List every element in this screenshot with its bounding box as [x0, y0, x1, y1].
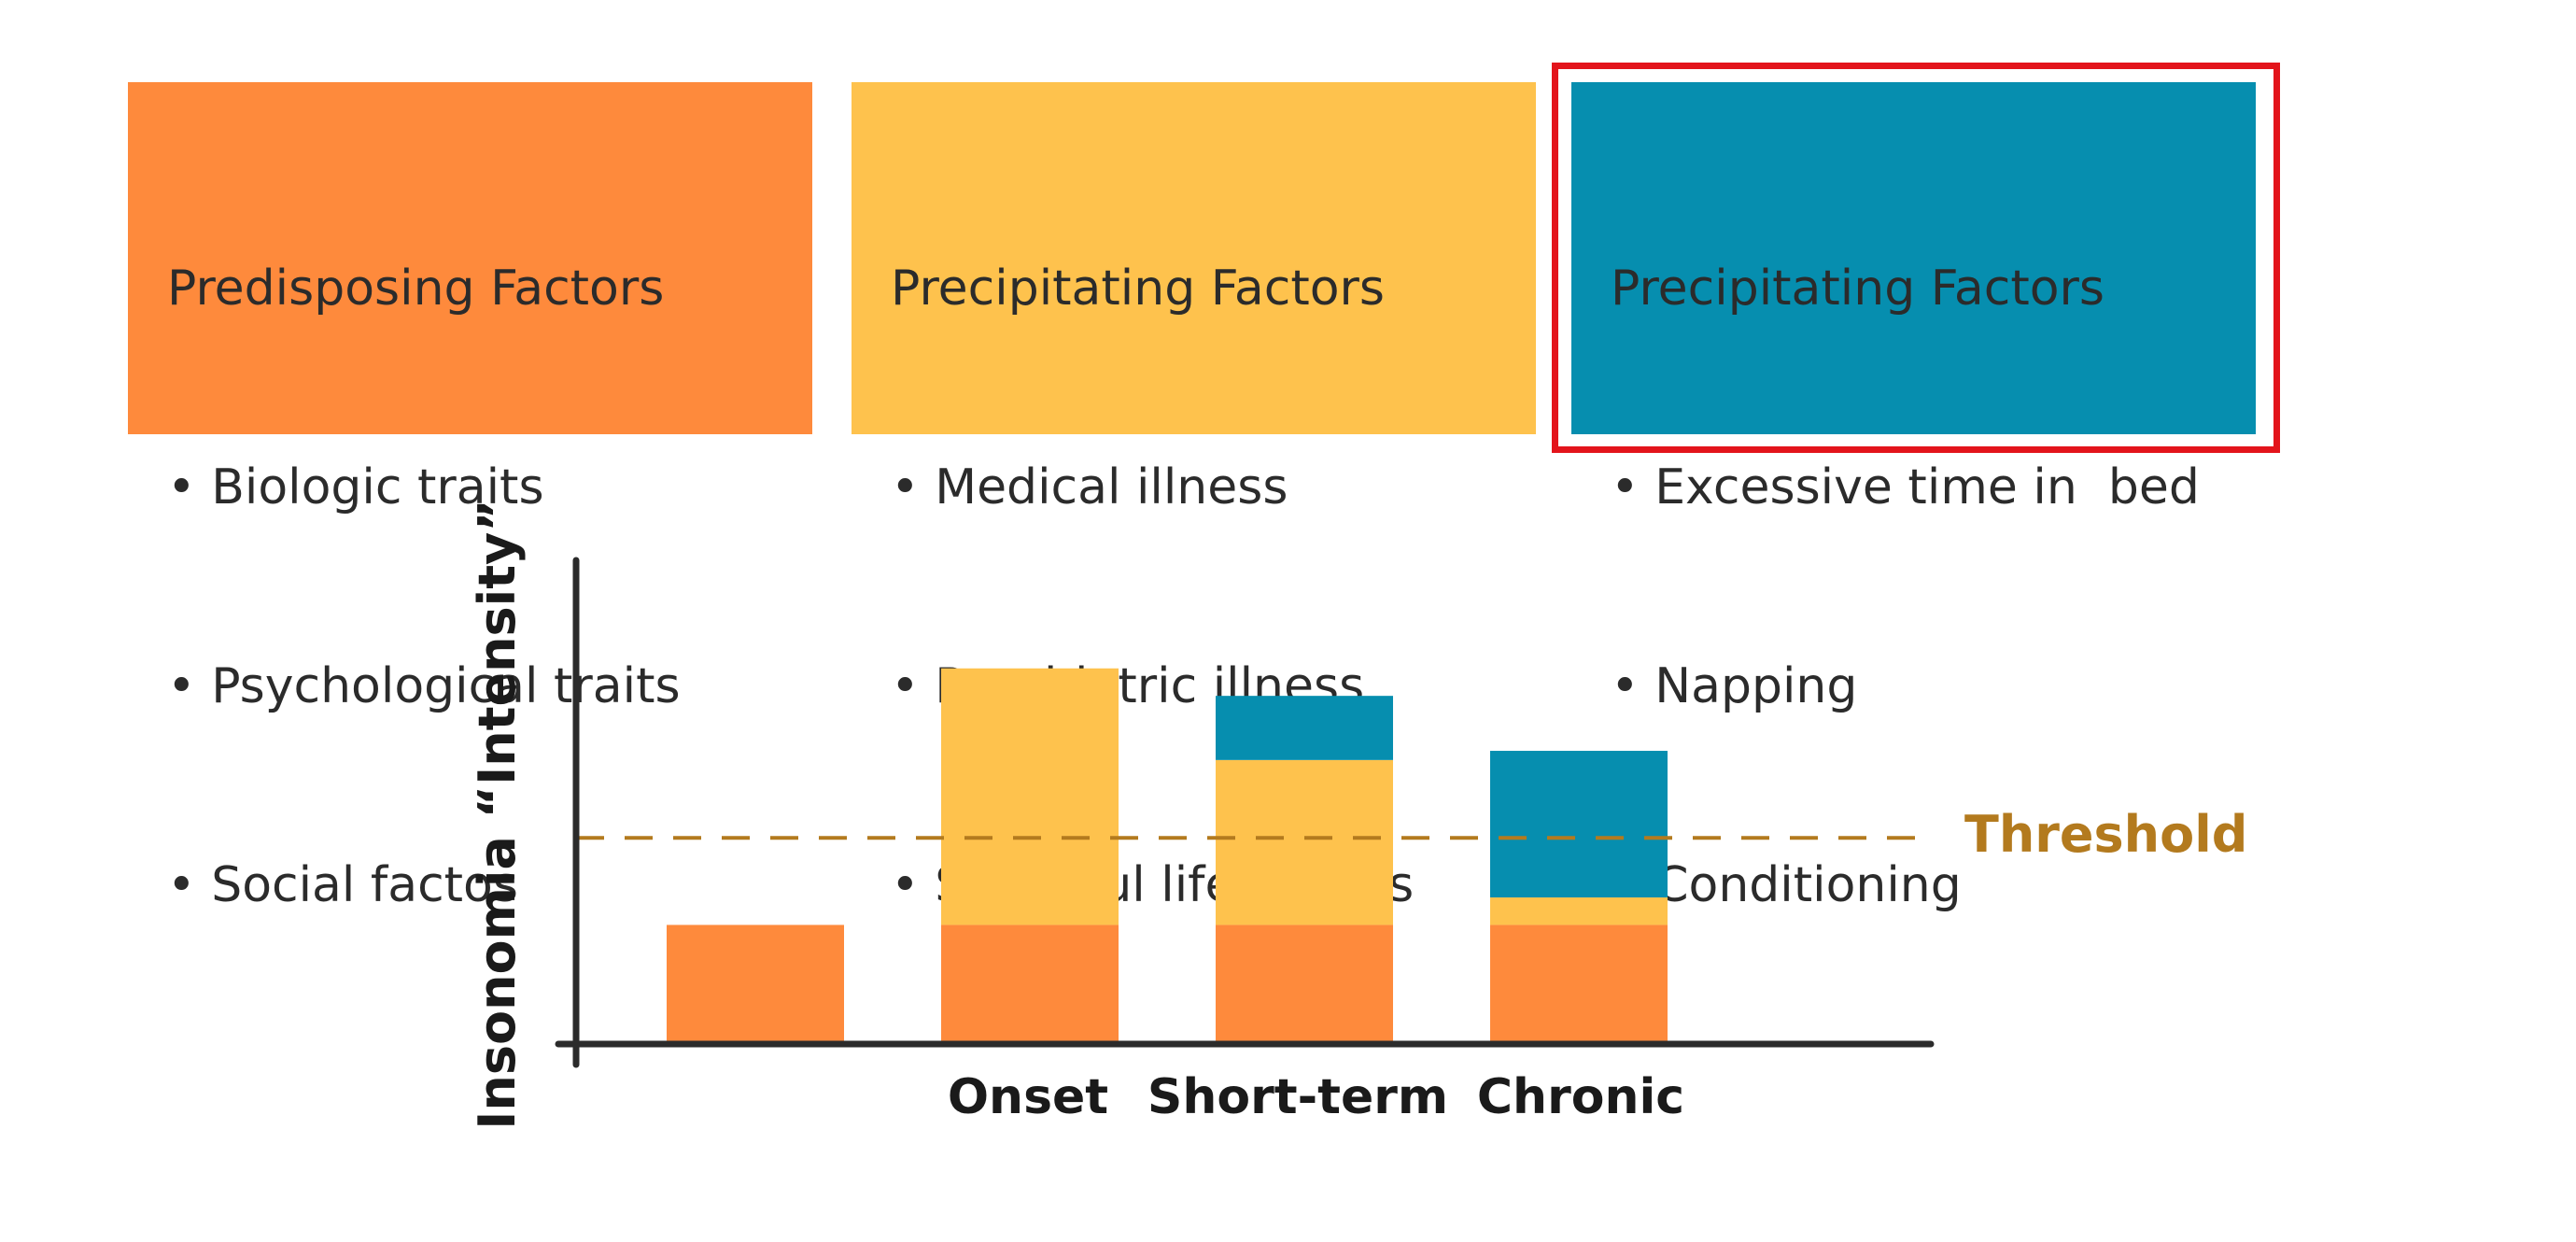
box-item: • Excessive time in bed [1611, 459, 2200, 515]
bar-segment [667, 924, 844, 1044]
bars-layer [667, 668, 1668, 1044]
y-axis-label: Insonomia “Intensity” [468, 499, 527, 1129]
bar-segment [941, 924, 1119, 1044]
bar-segment [1490, 751, 1668, 898]
bar-segment [1216, 924, 1393, 1044]
box-item: • Napping [1611, 658, 1858, 714]
box-title: Predisposing Factors [167, 261, 665, 317]
bar-segment [1490, 924, 1668, 1044]
category-label: Onset [948, 1069, 1108, 1125]
perpetuating-factors-box: Precipitating Factors • Excessive time i… [1571, 82, 2256, 913]
category-label: Chronic [1477, 1069, 1684, 1125]
predisposing-factors-box: Predisposing Factors • Biologic traits •… [128, 82, 812, 913]
box-item: • Biologic traits [167, 459, 544, 515]
bar-segment [1490, 897, 1668, 925]
box-item: • Conditioning [1611, 857, 1962, 913]
threshold-label: Threshold [1964, 805, 2247, 864]
box-item: • Medical illness [891, 459, 1288, 515]
bar-segment [1216, 696, 1393, 760]
box-item: • Social factos [167, 857, 518, 913]
highlight-frame [1552, 63, 2280, 453]
category-label: Short-term [1147, 1069, 1448, 1125]
box-title: Precipitating Factors [1611, 261, 2105, 317]
box-title: Precipitating Factors [891, 261, 1386, 317]
bar-segment [1216, 759, 1393, 925]
bar-segment [941, 668, 1119, 925]
category-labels: Onset Short-term Chronic [948, 1069, 1684, 1125]
